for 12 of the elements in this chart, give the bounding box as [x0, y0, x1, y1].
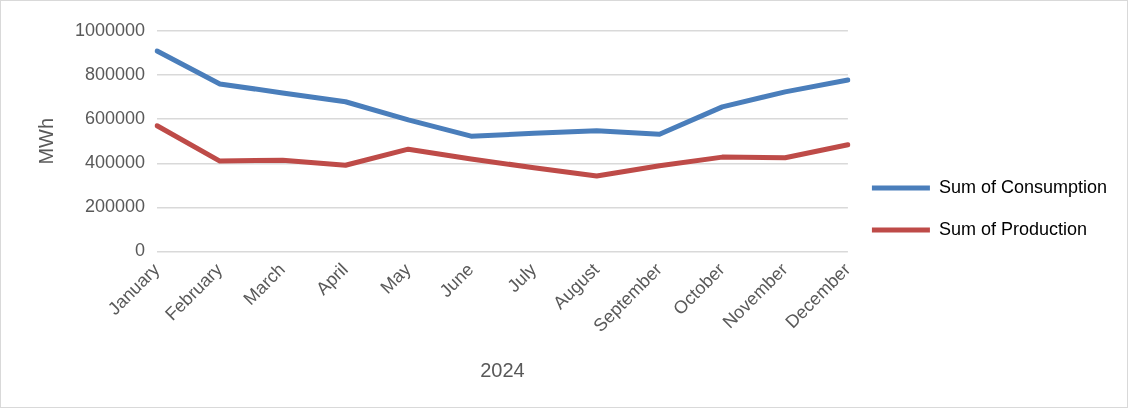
x-axis-title: 2024 — [480, 358, 525, 381]
legend-label: Sum of Production — [938, 218, 1087, 239]
y-tick-label: 400000 — [85, 152, 146, 173]
y-tick-label: 600000 — [85, 108, 146, 129]
legend-label: Sum of Consumption — [938, 176, 1108, 197]
x-tick-label: May — [376, 259, 415, 298]
y-tick-label: 0 — [135, 240, 146, 261]
y-axis-title: MWh — [34, 117, 57, 165]
x-tick-label: July — [503, 259, 541, 297]
y-tick-label: 1000000 — [75, 19, 146, 40]
y-tick-label: 800000 — [85, 64, 146, 85]
y-tick-label: 200000 — [85, 196, 146, 217]
